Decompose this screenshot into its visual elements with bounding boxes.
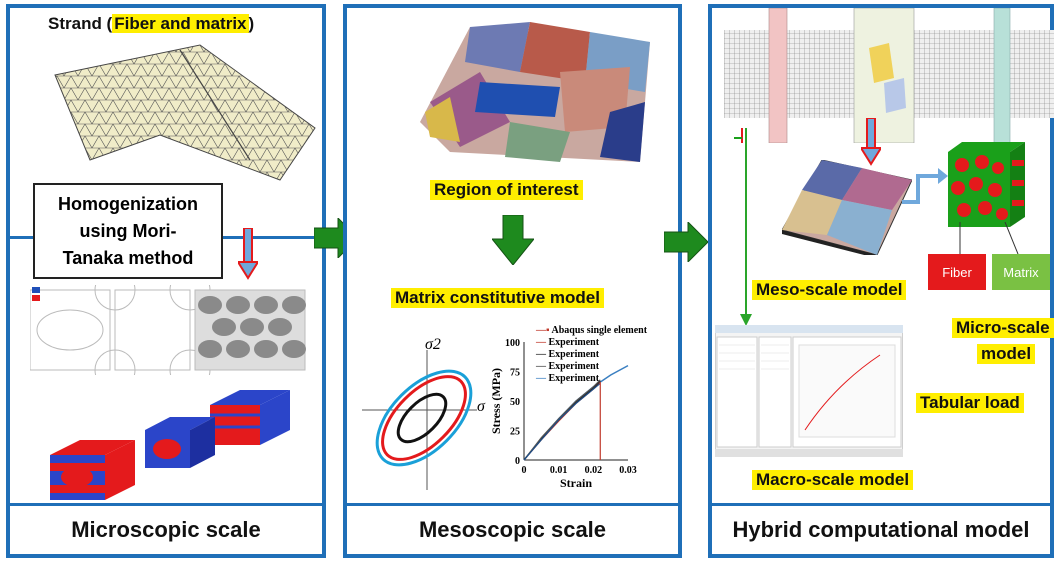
legend-item: — Experiment [536, 349, 600, 360]
micro-cube-image [948, 142, 1025, 227]
legend-item: —▪ Abaqus single element [536, 325, 648, 336]
meso-block-image [782, 160, 912, 255]
region-of-interest-label: Region of interest [430, 180, 583, 200]
macro-mesh-image [724, 8, 1054, 143]
legend-leader-lines [959, 222, 1019, 255]
yield-surface-plot [362, 350, 477, 490]
y-tick-label: 0 [515, 456, 520, 467]
tabular-load-label: Tabular load [916, 393, 1024, 413]
right-arrow-icon [664, 222, 708, 262]
sigma-axis-label: σ [477, 398, 485, 415]
connector-line [223, 236, 320, 239]
macro-scale-label: Macro-scale model [752, 470, 914, 490]
panel-footer-microscopic: Microscopic scale [10, 503, 322, 554]
connector-arrow-icon [902, 168, 948, 204]
x-axis-title: Strain [560, 476, 592, 490]
down-arrow-icon [861, 118, 881, 166]
matrix-legend-box: Matrix [992, 254, 1050, 290]
rve-cubes-image [50, 390, 290, 500]
down-arrow-icon [492, 215, 534, 265]
legend-label-0: Abaqus single element [551, 325, 648, 336]
y-tick-label: 100 [505, 338, 520, 349]
legend-item: — Experiment [536, 337, 600, 348]
down-arrow-icon [740, 128, 752, 326]
legend-label-4: Experiment [548, 373, 600, 384]
legend-label-2: Experiment [548, 349, 600, 360]
stress-strain-chart: 0 25 50 75 100 0 0.01 0.02 0.03 Strain Stress (MPa… [490, 338, 637, 490]
homogenization-box: Homogenization using Mori- Tanaka method [33, 183, 223, 279]
legend-item: — Experiment [536, 361, 600, 372]
connector-line [6, 236, 33, 239]
panel-footer-mesoscopic: Mesoscopic scale [347, 503, 678, 554]
strand-mesh-image [54, 44, 316, 181]
homog-line-2: using Mori- [79, 221, 177, 241]
x-tick-label: 0.01 [550, 465, 568, 476]
meso-scale-label: Meso-scale model [752, 280, 907, 300]
strand-prefix: Strand ( [48, 14, 113, 33]
rve-images [30, 285, 306, 375]
y-axis-title: Stress (MPa) [490, 368, 503, 434]
legend-label-3: Experiment [548, 361, 600, 372]
chart-legend: —▪ Abaqus single element — Experiment — … [536, 325, 647, 385]
series-line-3 [523, 379, 601, 461]
strand-label: Strand (Fiber and matrix) [48, 14, 254, 34]
sigma2-axis-label: σ2 [425, 336, 441, 353]
microscopic-scale-label: Microscopic scale [71, 517, 261, 542]
y-tick-label: 75 [510, 368, 520, 379]
fiber-legend-box: Fiber [928, 254, 986, 290]
x-tick-label: 0.02 [585, 465, 603, 476]
software-screenshot [715, 325, 903, 457]
series-line-1 [523, 381, 601, 461]
series-line-4 [523, 382, 601, 461]
strand-suffix: ) [248, 14, 255, 33]
y-tick-label: 25 [510, 427, 520, 438]
hybrid-model-label: Hybrid computational model [732, 517, 1030, 542]
matrix-constitutive-label: Matrix constitutive model [391, 288, 604, 308]
legend-label-1: Experiment [548, 337, 600, 348]
x-tick-label: 0 [522, 465, 527, 476]
meso-mesh-image [420, 22, 650, 162]
x-tick-label: 0.03 [619, 465, 637, 476]
panel-footer-hybrid: Hybrid computational model [712, 503, 1050, 554]
mesoscopic-scale-label: Mesoscopic scale [418, 517, 607, 542]
homog-line-3: Tanaka method [62, 248, 194, 268]
legend-item: — Experiment [536, 373, 600, 384]
y-tick-label: 50 [510, 397, 520, 408]
down-arrow-icon [238, 228, 258, 280]
homog-line-1: Homogenization [58, 194, 198, 214]
micro-scale-label-2: model [977, 344, 1036, 364]
micro-scale-label-1: Micro-scale [952, 318, 1054, 338]
strand-highlight: Fiber and matrix [112, 14, 249, 33]
